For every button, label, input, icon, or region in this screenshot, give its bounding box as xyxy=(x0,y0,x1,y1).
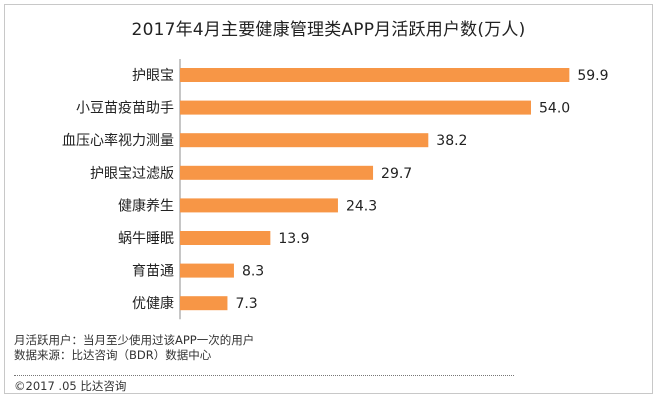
bar xyxy=(180,231,271,245)
value-label: 38.2 xyxy=(436,133,467,149)
title-bar: 2017年4月主要健康管理类APP月活跃用户数(万人) xyxy=(4,4,653,50)
footer-divider xyxy=(14,375,514,376)
chart-notes: 月活跃用户：当月至少使用过该APP一次的用户 数据来源：比达咨询（BDR）数据中… xyxy=(14,333,254,363)
copyright-text: ©2017 .05 比达咨询 xyxy=(14,379,127,393)
note-source: 数据来源：比达咨询（BDR）数据中心 xyxy=(14,348,212,362)
category-label: 蜗牛睡眠 xyxy=(118,231,174,247)
value-label: 24.3 xyxy=(346,198,377,214)
value-label: 54.0 xyxy=(539,101,570,117)
category-label: 健康养生 xyxy=(118,197,174,214)
bar xyxy=(180,296,228,311)
bar xyxy=(180,263,234,278)
value-label: 13.9 xyxy=(278,231,309,247)
value-label: 59.9 xyxy=(577,68,608,84)
note-definition: 月活跃用户：当月至少使用过该APP一次的用户 xyxy=(14,333,255,347)
category-label: 护眼宝过滤版 xyxy=(90,166,174,182)
category-label: 护眼宝 xyxy=(132,68,174,84)
value-label: 8.3 xyxy=(242,264,264,280)
category-label: 育苗通 xyxy=(132,264,174,280)
value-label: 29.7 xyxy=(381,166,412,182)
category-label: 小豆苗疫苗助手 xyxy=(76,101,174,117)
bar xyxy=(180,133,429,148)
value-label: 7.3 xyxy=(235,296,257,312)
category-label: 血压心率视力测量 xyxy=(62,132,174,149)
category-label: 优健康 xyxy=(132,295,174,312)
chart-title: 2017年4月主要健康管理类APP月活跃用户数(万人) xyxy=(131,19,526,40)
bar xyxy=(180,100,531,115)
bar xyxy=(180,198,338,213)
bar xyxy=(180,68,570,82)
bar xyxy=(180,165,374,180)
